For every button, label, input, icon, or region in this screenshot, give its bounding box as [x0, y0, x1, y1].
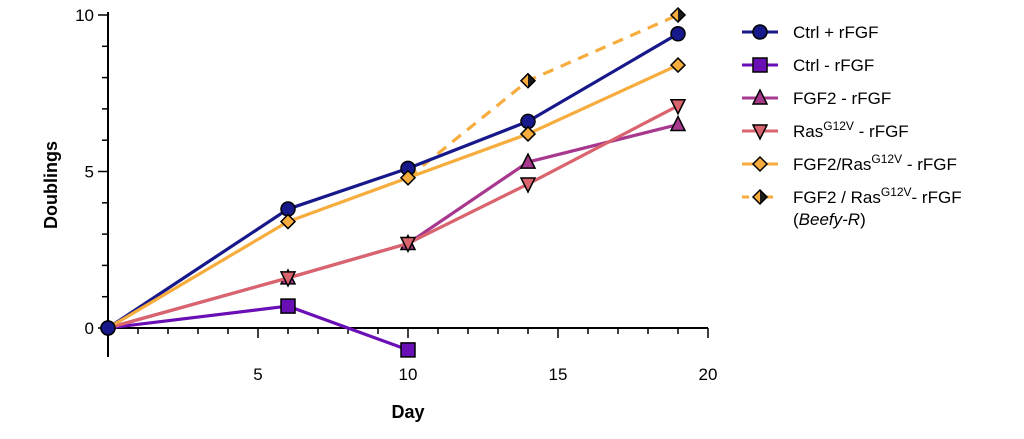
x-tick-label: 15	[549, 365, 568, 384]
legend-paren-close: )	[860, 210, 866, 229]
diamond-right-half	[678, 8, 685, 22]
triangle-up-marker	[519, 152, 537, 169]
series-0	[100, 26, 686, 336]
x-tick-label: 10	[399, 365, 418, 384]
legend-paren-open: (	[793, 210, 799, 229]
data-point	[519, 125, 537, 143]
circle-marker	[100, 320, 116, 336]
legend-item-3: RasG12V - rFGF	[742, 119, 909, 141]
triangle-down-marker	[399, 236, 417, 254]
triangle-down-marker	[669, 99, 687, 116]
y-tick-label: 0	[85, 319, 94, 338]
legend-item-0: Ctrl + rFGF	[742, 23, 878, 42]
diamond-left-half	[753, 190, 760, 204]
diamond-marker	[669, 57, 687, 74]
diamond-marker	[279, 213, 297, 230]
data-point	[279, 213, 297, 230]
series-line	[107, 63, 679, 330]
diamond-right-half	[528, 73, 535, 88]
triangle-down-marker	[279, 271, 297, 288]
diamond-outline	[519, 72, 537, 89]
data-point-origin	[100, 320, 116, 336]
legend-item-5: FGF2 / RasG12V- rFGF (Beefy-R)	[742, 185, 962, 229]
circle-marker	[670, 26, 686, 42]
data-point	[669, 99, 687, 116]
circle-marker	[752, 24, 768, 40]
axes: 5 10 15 20 0 5 10	[75, 6, 717, 384]
square-marker	[400, 342, 416, 358]
legend-item-4: FGF2/RasG12V - rFGF	[742, 152, 957, 174]
legend-label: FGF2/RasG12V - rFGF	[793, 152, 957, 174]
series-line	[107, 122, 679, 330]
series-line	[107, 104, 679, 330]
square-marker	[280, 298, 296, 314]
data-point	[519, 152, 537, 169]
diamond-marker	[519, 125, 537, 143]
data-point	[669, 57, 687, 74]
data-point	[400, 342, 416, 358]
legend-item-2: FGF2 - rFGF	[742, 88, 891, 108]
series-layer	[100, 6, 687, 358]
data-point	[669, 6, 687, 24]
diamond-outline	[751, 188, 769, 206]
legend-marker	[751, 88, 769, 105]
legend-label-superscript: G12V	[871, 152, 902, 166]
triangle-up-marker	[751, 88, 769, 105]
legend-label-superscript: G12V	[881, 185, 912, 199]
legend-marker	[751, 188, 769, 206]
series-1	[107, 298, 416, 358]
legend-label-suffix: - rFGF	[902, 155, 957, 174]
x-tick-label: 5	[253, 365, 262, 384]
y-tick-label: 10	[75, 6, 94, 25]
data-point	[279, 271, 297, 288]
legend-marker	[751, 155, 769, 173]
data-point	[519, 177, 537, 194]
legend-label-suffix: - rFGF	[854, 122, 909, 141]
diamond-marker	[751, 155, 769, 173]
legend-marker	[752, 24, 768, 40]
diamond-outline	[669, 6, 687, 24]
legend-label: Ctrl - rFGF	[793, 56, 874, 75]
series-line	[107, 32, 679, 330]
legend-label-suffix: - rFGF	[912, 188, 962, 207]
legend-label-main: FGF2/Ras	[793, 155, 871, 174]
y-tick-label: 5	[85, 163, 94, 182]
data-point	[399, 236, 417, 254]
series-4	[107, 57, 687, 330]
x-tick-label: 20	[699, 365, 718, 384]
diamond-left-half	[521, 73, 528, 88]
diamond-left-half	[671, 8, 678, 22]
legend-label-superscript: G12V	[823, 119, 854, 133]
legend-item-1: Ctrl - rFGF	[742, 56, 874, 75]
legend-label-main: Ras	[793, 122, 823, 141]
legend-label: FGF2 - rFGF	[793, 89, 891, 108]
legend-label: RasG12V - rFGF	[793, 119, 909, 141]
legend-marker	[751, 124, 769, 141]
diamond-right-half	[760, 190, 767, 204]
data-point	[670, 26, 686, 42]
series-5	[406, 6, 687, 180]
data-point	[519, 72, 537, 89]
square-marker	[752, 57, 768, 73]
data-point	[399, 169, 417, 186]
triangle-down-marker	[519, 177, 537, 194]
legend-marker	[752, 57, 768, 73]
series-3	[107, 99, 687, 330]
data-point	[280, 298, 296, 314]
x-axis-title: Day	[391, 402, 424, 422]
legend-label: Ctrl + rFGF	[793, 23, 878, 42]
legend-label-italic: Beefy-R	[799, 210, 860, 229]
data-point	[669, 114, 687, 132]
legend-label-main: FGF2 / Ras	[793, 188, 881, 207]
triangle-down-marker	[751, 124, 769, 141]
legend-label-line2: (Beefy-R)	[793, 210, 866, 229]
diamond-marker	[399, 169, 417, 186]
y-axis-title: Doublings	[41, 141, 61, 229]
triangle-up-marker	[669, 114, 687, 132]
legend-label: FGF2 / RasG12V- rFGF	[793, 185, 962, 207]
